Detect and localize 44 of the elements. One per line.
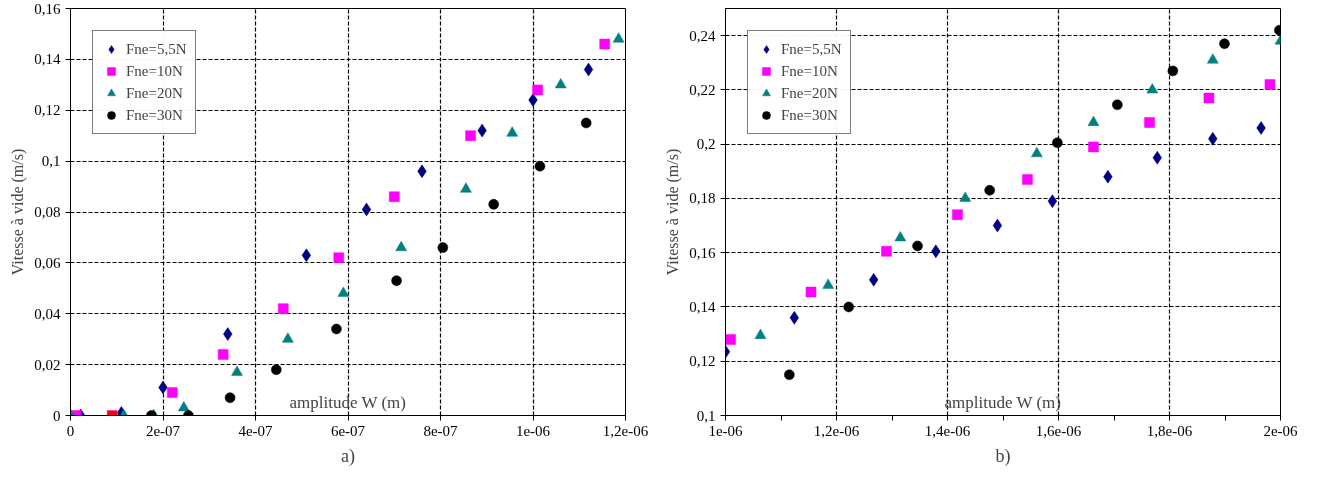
legend-label: Fne=30N (126, 106, 183, 124)
x-tick-label: 2e-06 (1263, 422, 1299, 439)
y-tick-label: 0,12 (689, 353, 716, 370)
x-tick-label: 1,6e-06 (1035, 422, 1082, 439)
y-tick-label: 0 (53, 407, 61, 424)
y-tick-label: 0,02 (34, 356, 61, 373)
x-tick-label: 1,2e-06 (813, 422, 860, 439)
y-tick-label: 0,24 (689, 27, 716, 44)
legend-label: Fne=10N (126, 62, 183, 80)
y-tick-label: 0,1 (696, 407, 716, 424)
x-tick-label: 1e-06 (515, 422, 551, 439)
x-axis-title: amplitude W (m) (944, 392, 1061, 412)
y-tick-label: 0,16 (34, 0, 61, 17)
legend-label: Fne=10N (781, 62, 838, 80)
text: a) (341, 445, 355, 467)
y-tick-label: 0,18 (689, 190, 716, 207)
x-tick-label: 1,4e-06 (924, 422, 971, 439)
y-tick-label: 0,14 (689, 298, 716, 315)
y-tick-label: 0,08 (34, 204, 61, 220)
y-tick-label: 0,04 (34, 305, 61, 322)
legend-label: Fne=30N (781, 106, 838, 124)
x-tick-label: 8e-07 (423, 422, 459, 439)
x-tick-label: 6e-07 (330, 422, 366, 439)
y-tick-label: 0,16 (689, 244, 716, 261)
legend-label: Fne=20N (126, 84, 183, 102)
x-tick-label: 1,8e-06 (1146, 422, 1193, 439)
y-tick-label: 0,2 (696, 136, 716, 153)
x-axis-title: amplitude W (m) (289, 392, 406, 412)
y-axis-title: Vitesse à vide (m/s) (664, 148, 683, 276)
x-tick-label: 1,2e-06 (602, 422, 649, 439)
x-tick-label: 4e-07 (238, 422, 274, 439)
y-tick-label: 0,14 (34, 51, 61, 68)
x-tick-label: 0 (66, 422, 75, 439)
legend-label: Fne=5,5N (126, 40, 187, 58)
y-tick-label: 0,1 (41, 153, 61, 170)
legend-label: Fne=20N (781, 84, 838, 102)
y-tick-label: 0,22 (689, 81, 716, 98)
y-axis-title: Vitesse à vide (m/s) (9, 148, 28, 276)
y-tick-label: 0,12 (34, 102, 61, 119)
y-tick-label: 0,06 (34, 254, 61, 271)
legend-label: Fne=5,5N (781, 40, 842, 58)
text: b) (995, 445, 1011, 467)
x-tick-label: 1e-06 (708, 422, 744, 439)
x-tick-label: 2e-07 (145, 422, 181, 439)
